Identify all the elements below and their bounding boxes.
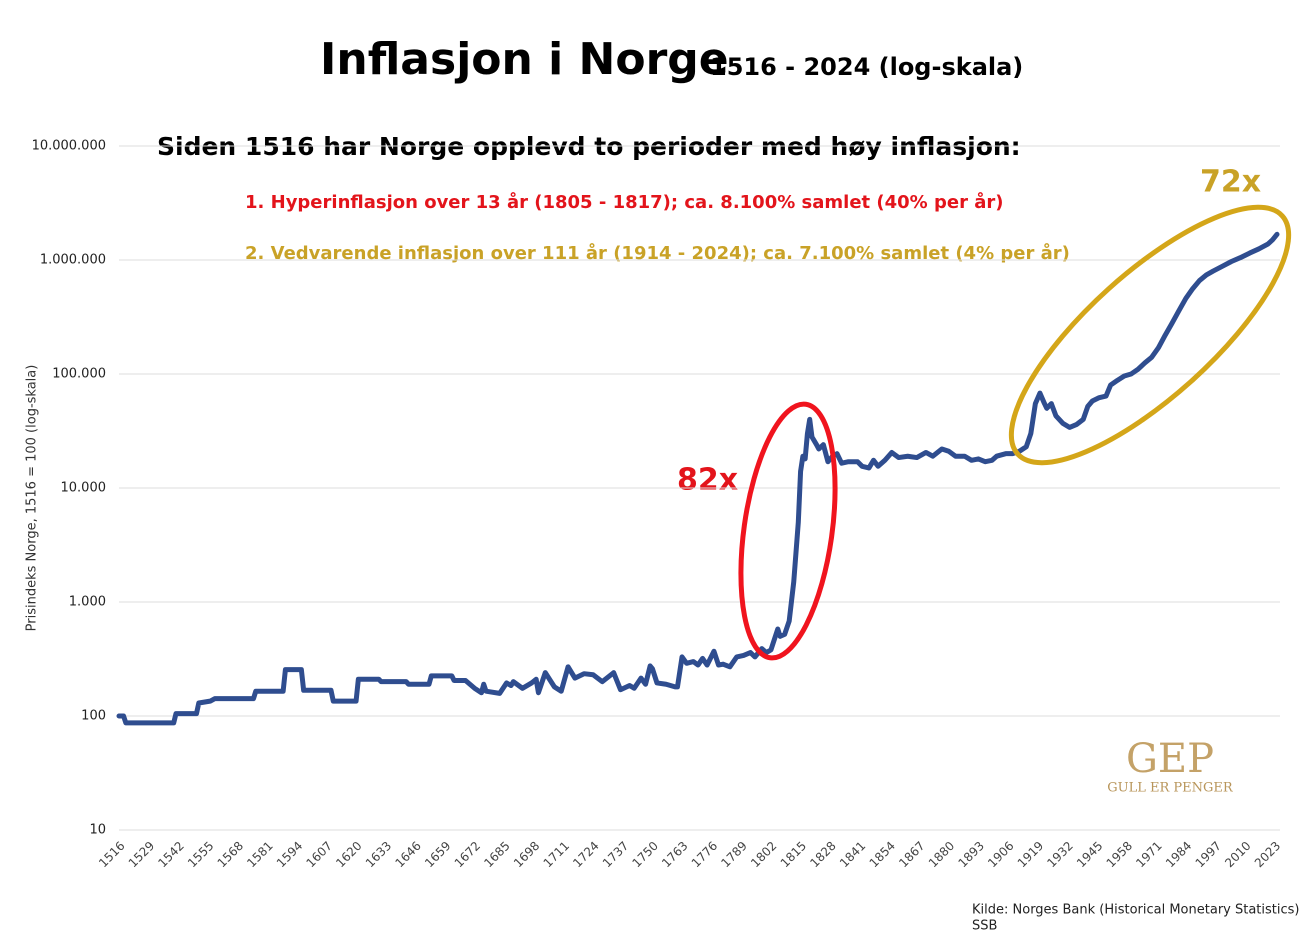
annotation-multiplier: 72x <box>1200 165 1261 200</box>
annotation-period: 1. Hyperinflasjon over 13 år (1805 - 181… <box>245 191 1003 213</box>
chart-subtitle: 1516 - 2024 (log-skala) <box>710 53 1023 81</box>
source: SSB <box>972 919 997 934</box>
y-tick-label: 10 <box>89 823 106 838</box>
y-axis-label: Prisindeks Norge, 1516 = 100 (log-skala) <box>25 365 40 632</box>
y-tick-label: 100 <box>81 709 106 724</box>
highlight-ellipse <box>738 401 838 661</box>
annotation-multiplier: 82x <box>677 463 738 498</box>
source: Kilde: Norges Bank (Historical Monetary … <box>972 903 1300 918</box>
y-tick-label: 1.000 <box>69 595 106 610</box>
highlight-ellipse <box>1008 204 1292 466</box>
y-tick-label: 100.000 <box>52 367 106 382</box>
y-tick-label: 1.000.000 <box>40 253 106 268</box>
y-tick-label: 10.000 <box>61 481 107 496</box>
y-tick-label: 10.000.000 <box>32 139 106 154</box>
annotation-period: 2. Vedvarende inflasjon over 111 år (191… <box>245 242 1070 264</box>
logo-text: GULL ER PENGER <box>1107 781 1234 796</box>
logo-mark: GEP <box>1126 736 1214 782</box>
chart-title: Inflasjon i Norge <box>320 34 729 85</box>
price-index-line <box>116 231 1280 726</box>
